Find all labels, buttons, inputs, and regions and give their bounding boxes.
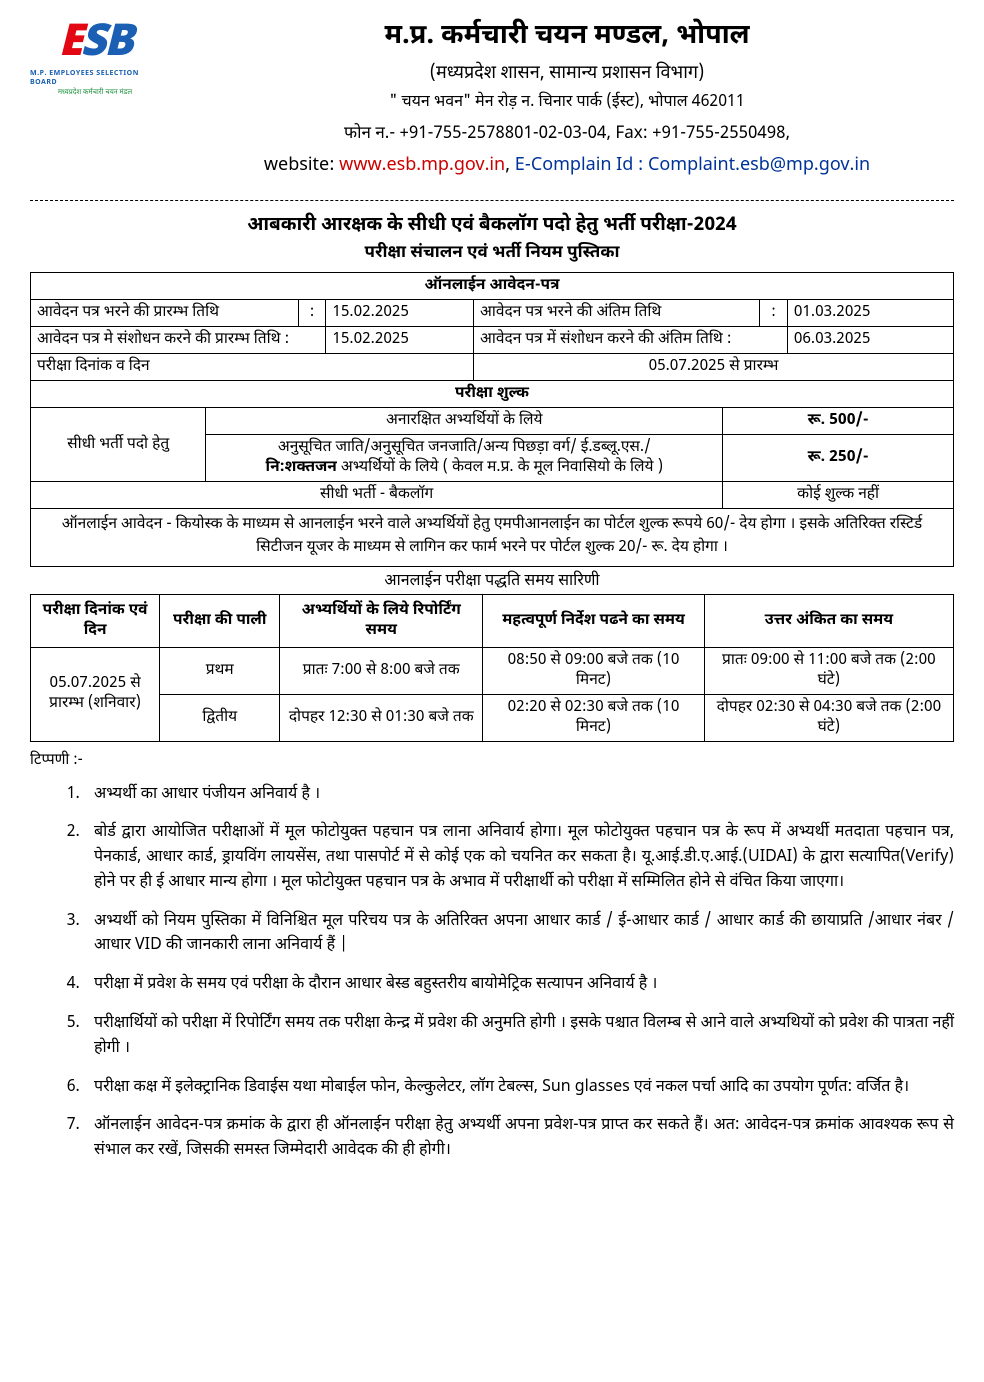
shift2-read: 02:20 से 02:30 बजे तक (10 मिनट) [483,694,705,741]
correction-start-label: आवेदन पत्र मे संशोधन करने की प्रारम्भ ति… [31,327,326,354]
notes-list: अभ्यर्थी का आधार पंजीयन अनिवार्य है । बोर… [30,783,954,1165]
shift1-label: प्रथम [160,647,280,694]
note-item: अभ्यर्थी को नियम पुस्तिका में विनिश्चित … [84,910,954,960]
fee-backlog-label: सीधी भर्ती - बैकलॉग [31,482,723,509]
org-subtitle: (मध्यप्रदेश शासन, सामान्य प्रशासन विभाग) [180,63,954,86]
note-item: बोर्ड द्वारा आयोजित परीक्षाओं में मूल फो… [84,821,954,895]
org-address: " चयन भवन" मेन रोड़ न. चिनार पार्क (ईस्ट… [180,92,954,113]
shift2-label: द्वितीय [160,694,280,741]
dates-section-title: ऑनलाईन आवेदन-पत्र [31,273,954,300]
end-date-value: 01.03.2025 [787,300,953,327]
schedule-title: आनलाईन परीक्षा पद्धति समय सारिणी [30,571,954,592]
fees-section-title: परीक्षा शुल्क [31,381,954,408]
shift1-report: प्रातः 7:00 से 8:00 बजे तक [280,647,483,694]
separator: , [505,155,515,178]
fee-reserved-value: रू. 250/- [723,435,954,482]
schedule-table: परीक्षा दिनांक एवं दिन परीक्षा की पाली अ… [30,594,954,742]
fee-note: ऑनलाईन आवेदन - कियोस्क के माध्यम से आनला… [31,509,954,567]
exam-date-value: 05.07.2025 से प्रारम्भ [474,354,954,381]
shift2-answer: दोपहर 02:30 से 04:30 बजे तक (2:00 घंटे) [704,694,953,741]
divider [30,200,954,201]
sched-h5: उत्तर अंकित का समय [704,594,953,647]
website-label: website: [264,155,339,178]
fee-backlog-value: कोई शुल्क नहीं [723,482,954,509]
correction-end-label: आवेदन पत्र में संशोधन करने की अंतिम तिथि… [474,327,788,354]
logo-sub-hi: मध्यप्रदेश कर्मचारी चयन मंडल [58,88,132,97]
org-phone: फोन न.- +91-755-2578801-02-03-04, Fax: +… [180,123,954,145]
fees-table: सीधी भर्ती पदो हेतु अनारक्षित अभ्यर्थियो… [30,408,954,567]
web-line: website: www.esb.mp.gov.in, E-Complain I… [180,155,954,178]
note-item: परीक्षा कक्ष में इलेक्ट्रानिक डिवाईस यथा… [84,1076,954,1101]
start-date-label: आवेदन पत्र भरने की प्रारम्भ तिथि [31,300,299,327]
logo-sub-en: M.P. EMPLOYEES SELECTION BOARD [30,69,160,87]
application-dates-table: ऑनलाईन आवेदन-पत्र आवेदन पत्र भरने की प्र… [30,272,954,408]
note-item: ऑनलाईन आवेदन-पत्र क्रमांक के द्वारा ही ऑ… [84,1114,954,1164]
sched-h1: परीक्षा दिनांक एवं दिन [31,594,160,647]
fee-lhs: सीधी भर्ती पदो हेतु [31,408,206,482]
sched-h2: परीक्षा की पाली [160,594,280,647]
logo-text: ESB [58,23,131,67]
doc-title: आबकारी आरक्षक के सीधी एवं बैकलॉग पदो हेत… [30,213,954,238]
note-item: परीक्षा में प्रवेश के समय एवं परीक्षा के… [84,973,954,998]
header-text: म.प्र. कर्मचारी चयन मण्डल, भोपाल (मध्यप्… [180,20,954,178]
exam-date-label: परीक्षा दिनांक व दिन [31,354,474,381]
complain-id: Complaint.esb@mp.gov.in [648,155,870,178]
shift1-answer: प्रातः 09:00 से 11:00 बजे तक (2:00 घंटे) [704,647,953,694]
correction-start-value: 15.02.2025 [326,327,474,354]
complain-label: E-Complain Id : [515,155,648,178]
sched-date: 05.07.2025 से प्रारम्भ (शनिवार) [31,647,160,741]
notes-label: टिप्पणी :- [30,752,954,771]
website-url: www.esb.mp.gov.in [339,155,505,178]
correction-end-value: 06.03.2025 [787,327,953,354]
note-item: परीक्षार्थियों को परीक्षा में रिपोर्टिंग… [84,1012,954,1062]
sched-h3: अभ्यर्थियों के लिये रिपोर्टिंग समय [280,594,483,647]
fee-unreserved-value: रू. 500/- [723,408,954,435]
shift1-read: 08:50 से 09:00 बजे तक (10 मिनट) [483,647,705,694]
sched-h4: महत्वपूर्ण निर्देश पढने का समय [483,594,705,647]
fee-unreserved-label: अनारक्षित अभ्यर्थियों के लिये [206,408,723,435]
logo: ESB M.P. EMPLOYEES SELECTION BOARD मध्यप… [30,25,160,95]
note-item: अभ्यर्थी का आधार पंजीयन अनिवार्य है । [84,783,954,808]
org-title: म.प्र. कर्मचारी चयन मण्डल, भोपाल [180,20,954,55]
start-date-value: 15.02.2025 [326,300,474,327]
header: ESB M.P. EMPLOYEES SELECTION BOARD मध्यप… [30,20,954,178]
end-date-label: आवेदन पत्र भरने की अंतिम तिथि [474,300,760,327]
doc-subtitle: परीक्षा संचालन एवं भर्ती नियम पुस्तिका [30,242,954,264]
shift2-report: दोपहर 12:30 से 01:30 बजे तक [280,694,483,741]
fee-reserved-label: अनुसूचित जाति/अनुसूचित जनजाति/अन्य पिछड़… [206,435,723,482]
